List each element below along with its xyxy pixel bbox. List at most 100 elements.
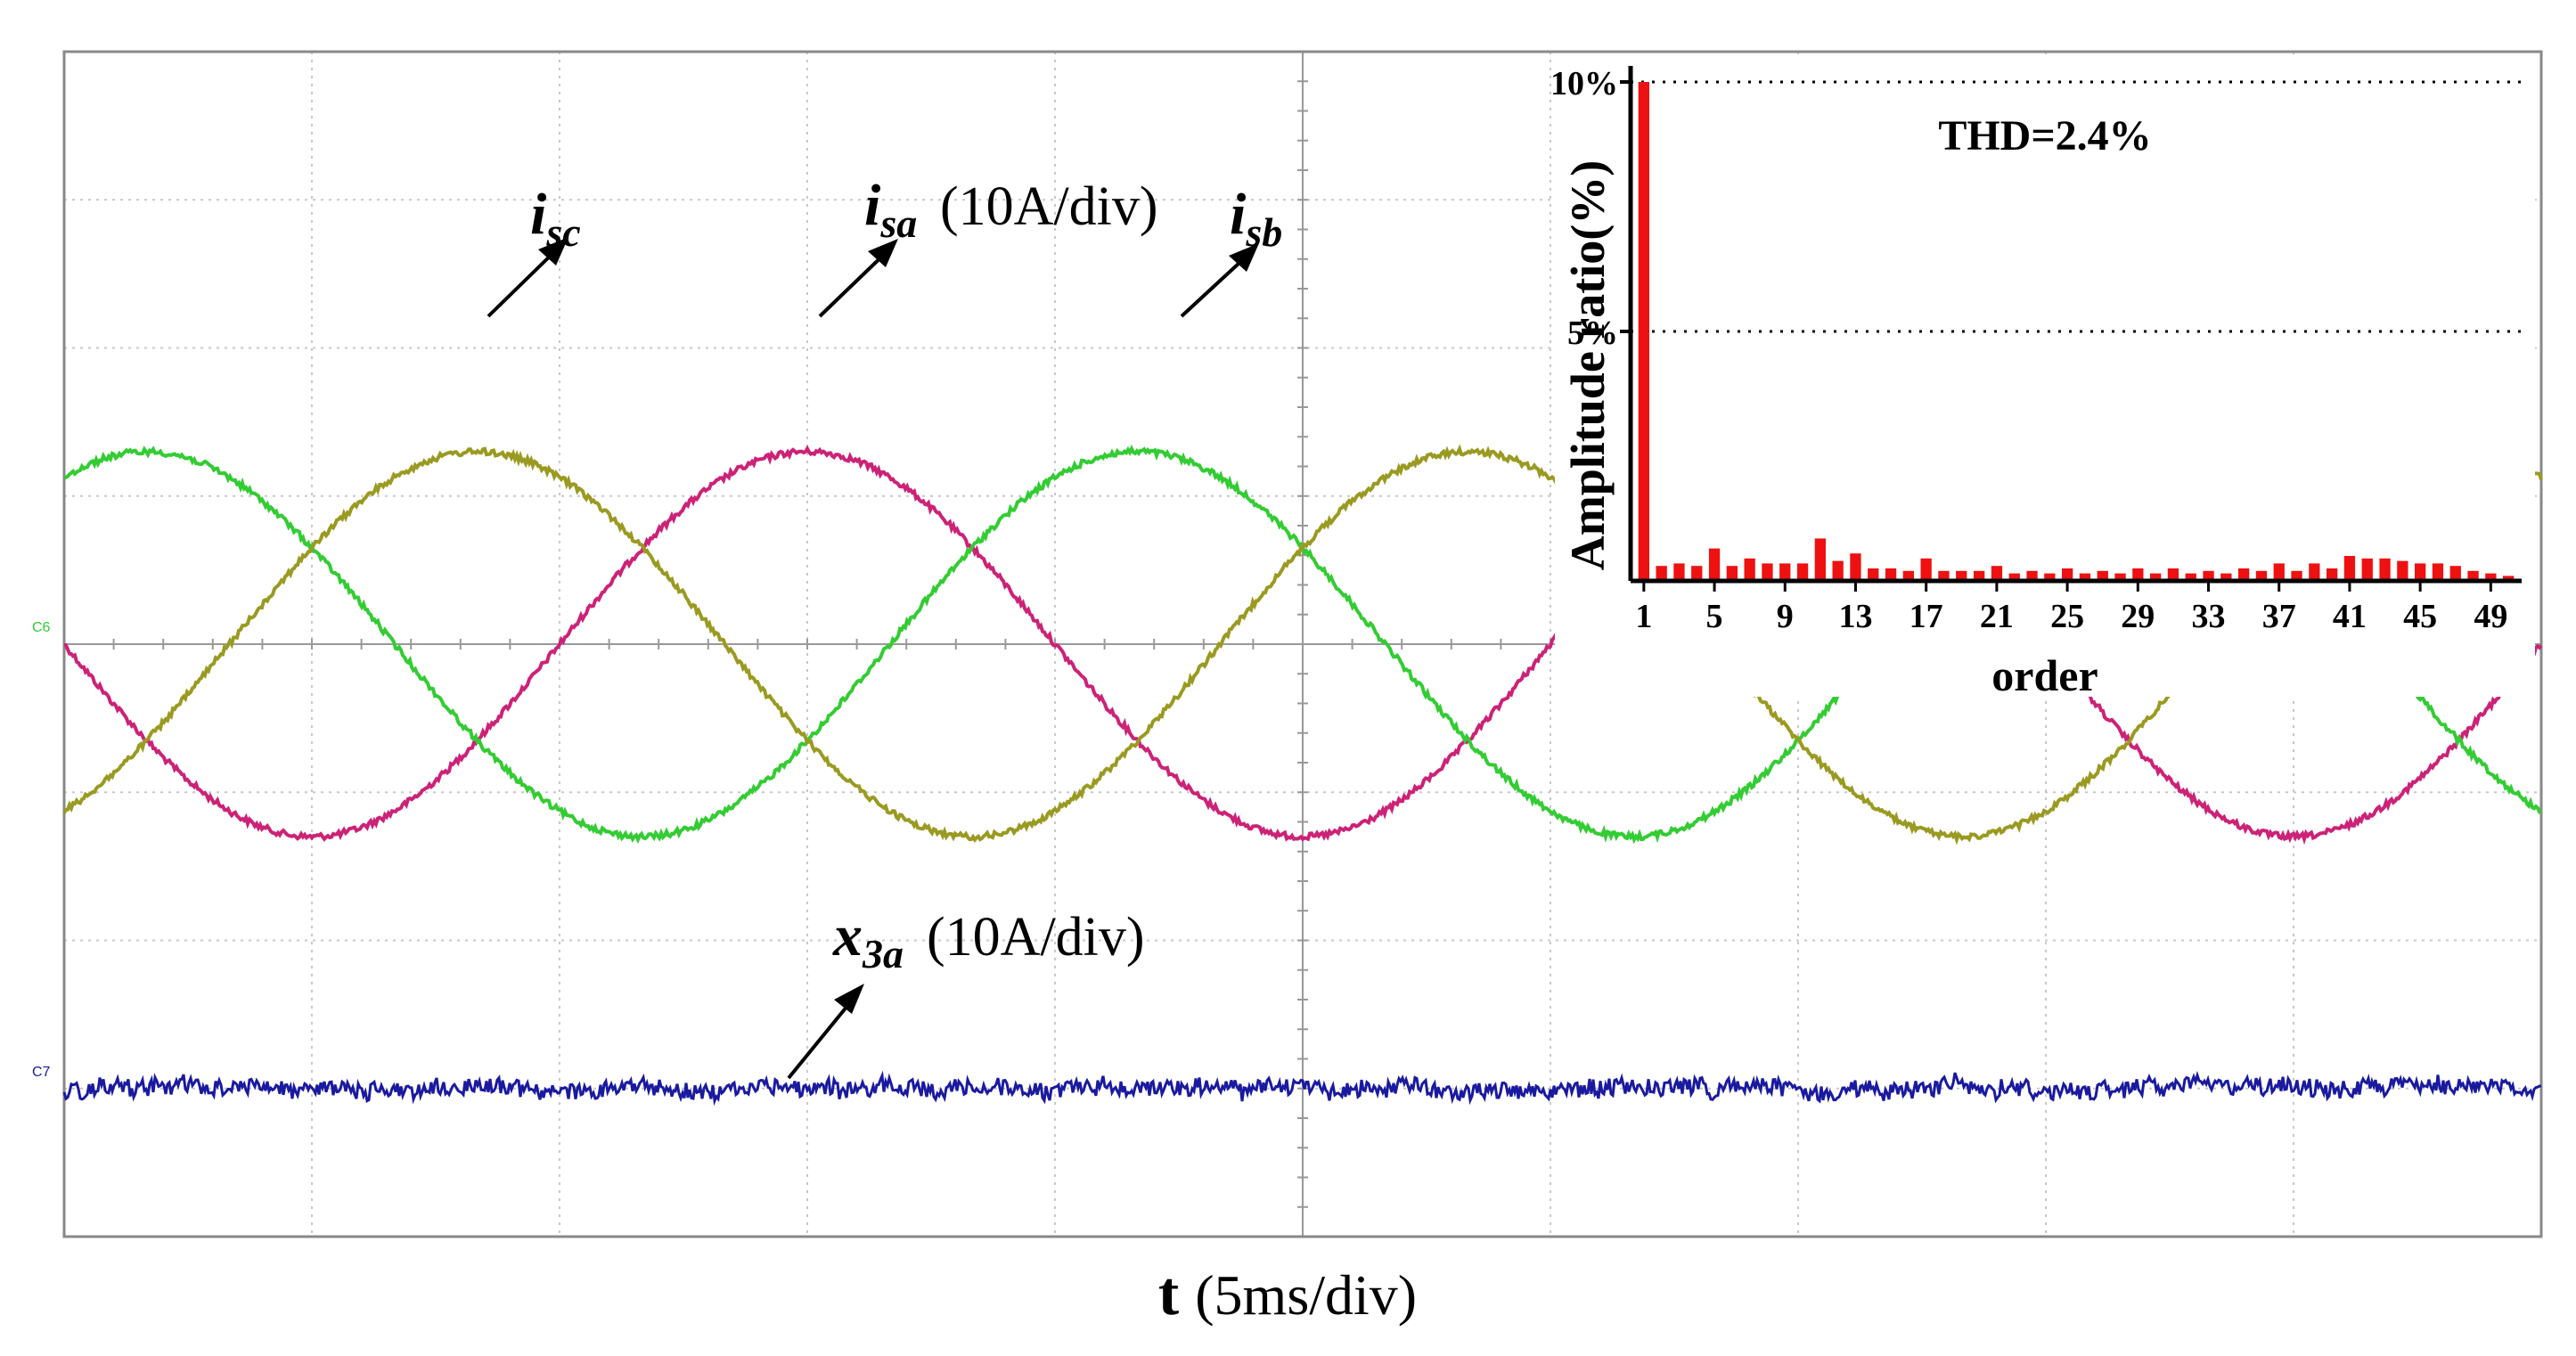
harmonic-bar xyxy=(1920,558,1932,581)
harmonic-bar xyxy=(1991,566,2003,581)
trace-x3a xyxy=(62,1070,2542,1107)
harmonic-bar xyxy=(2309,563,2320,581)
harmonic-bar xyxy=(2097,570,2108,581)
phase-current-scale: (10A/div) xyxy=(940,176,1158,237)
isb-arrow-head xyxy=(1229,243,1259,272)
trace-isc xyxy=(62,444,2543,845)
harmonic-bar xyxy=(2343,556,2356,581)
inset-x-tick-label: 41 xyxy=(2333,598,2367,635)
harmonic-bar xyxy=(2467,570,2479,581)
inset-x-tick-label: 21 xyxy=(1980,598,2014,635)
harmonic-bar xyxy=(1832,560,1844,581)
harmonic-bar xyxy=(2485,573,2497,581)
channel-markers: C6 C7 xyxy=(32,620,51,1080)
inset-x-tick-label: 25 xyxy=(2050,598,2084,635)
inset-x-tick-label: 49 xyxy=(2474,598,2507,635)
harmonic-bar xyxy=(1779,563,1791,581)
harmonic-bar xyxy=(1885,568,1897,581)
harmonic-bar xyxy=(2291,570,2302,581)
harmonic-bar xyxy=(2008,573,2020,581)
harmonic-bar xyxy=(1762,563,1773,581)
harmonic-bar xyxy=(2273,563,2285,581)
inset-x-tick-label: 45 xyxy=(2403,598,2437,635)
harmonic-bar xyxy=(1850,553,1861,581)
svg-text:x3a: x3a xyxy=(832,903,904,976)
harmonic-bar xyxy=(1744,558,1755,581)
x3a-subscript: 3a xyxy=(862,931,904,976)
channel-marker-c6: C6 xyxy=(32,620,51,635)
inset-title: THD=2.4% xyxy=(1938,112,2151,159)
harmonic-bar xyxy=(1673,563,1685,581)
harmonic-bar xyxy=(2062,568,2073,581)
inset-y-tick-label: 5% xyxy=(1567,314,1618,352)
svg-text:isa: isa xyxy=(864,173,917,246)
harmonic-bar xyxy=(1796,563,1809,581)
inset-bars xyxy=(1638,82,2515,581)
harmonic-bar xyxy=(1938,570,1950,581)
harmonic-bar xyxy=(2132,568,2144,581)
inset-x-tick-label: 37 xyxy=(2262,598,2296,635)
harmonic-bar xyxy=(1691,566,1703,581)
isa-symbol: i xyxy=(864,173,881,238)
harmonic-bar xyxy=(1956,570,1967,581)
inset-ylabel: Amplitude ratio(%) xyxy=(1561,160,1615,570)
scope-grid xyxy=(63,51,2542,1238)
harmonic-bar xyxy=(1814,538,1826,581)
harmonic-bar xyxy=(1638,82,1649,581)
inset-x-tick-label: 1 xyxy=(1635,598,1652,635)
x3a-symbol: x xyxy=(832,903,863,968)
x3a-scale: (10A/div) xyxy=(927,907,1145,968)
harmonic-bar xyxy=(2397,560,2408,581)
harmonic-bar xyxy=(2361,558,2373,581)
isa-arrow-head xyxy=(868,239,898,267)
harmonic-bar xyxy=(2220,573,2232,581)
isc-symbol: i xyxy=(530,182,547,247)
harmonic-bar xyxy=(2167,568,2179,581)
harmonic-bar xyxy=(2327,568,2338,581)
inset-x-tick-label: 33 xyxy=(2192,598,2226,635)
time-unit: (5ms/div) xyxy=(1195,1263,1417,1327)
inset-x-tick-label: 13 xyxy=(1838,598,1872,635)
harmonic-bar xyxy=(2238,568,2250,581)
harmonic-bar xyxy=(1726,566,1738,581)
inset-x-tick-label: 9 xyxy=(1777,598,1794,635)
inset-axes xyxy=(1628,66,2522,584)
harmonic-bar xyxy=(2415,563,2426,581)
inset-x-tick-label: 17 xyxy=(1910,598,1943,635)
harmonic-bar xyxy=(2449,566,2461,581)
time-symbol: t xyxy=(1158,1260,1179,1328)
trace-labels: isc isa (10A/div) isb x3a (10A/div) xyxy=(487,173,1282,1080)
harmonic-bar xyxy=(1902,570,1914,581)
inset-xlabel: order xyxy=(1991,650,2098,700)
harmonic-bar xyxy=(2432,563,2444,581)
label-isc: isc xyxy=(487,182,581,318)
inset-x-tick-label: 5 xyxy=(1706,598,1723,635)
harmonic-bar xyxy=(2044,573,2056,581)
x3a-arrow-head xyxy=(834,984,864,1014)
harmonic-bar xyxy=(2114,573,2126,581)
isb-symbol: i xyxy=(1230,182,1247,247)
harmonic-bar xyxy=(1708,548,1721,581)
label-x3a: x3a (10A/div) xyxy=(787,903,1145,1080)
harmonic-bar xyxy=(1868,568,1879,581)
harmonic-bar xyxy=(2379,558,2391,581)
isa-subscript: sa xyxy=(879,200,917,246)
harmonic-bar xyxy=(2150,573,2162,581)
time-axis-label: t (5ms/div) xyxy=(1158,1260,1417,1328)
label-isb: isb xyxy=(1180,182,1282,318)
inset-background xyxy=(1555,55,2535,697)
inset-y-tick-label: 10% xyxy=(1550,65,1618,102)
x3a-arrow xyxy=(787,994,857,1080)
channel-marker-c7: C7 xyxy=(32,1065,51,1080)
inset-x-tick-label: 29 xyxy=(2121,598,2155,635)
harmonic-bar xyxy=(2026,570,2038,581)
harmonic-bar xyxy=(2185,573,2196,581)
harmonic-bar xyxy=(2079,573,2091,581)
inset-y-ticks: 10% 5% xyxy=(1550,65,1631,352)
inset-x-ticks: 1 5 9 13 17 21 25 29 33 37 41 45 49 xyxy=(1635,581,2507,635)
fft-inset: 10% 5% 1 5 9 13 17 21 25 29 33 37 41 45 49 Amplitude … xyxy=(1550,55,2535,700)
harmonic-bar xyxy=(2203,570,2214,581)
label-isa: isa (10A/div) xyxy=(818,173,1158,318)
harmonic-bar xyxy=(2255,570,2268,581)
